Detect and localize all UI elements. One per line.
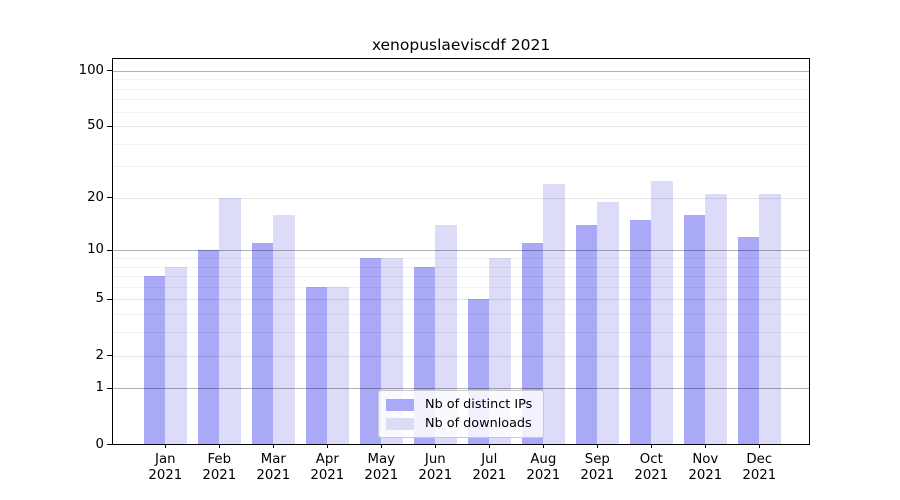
x-axis-tick-label: Aug 2021 bbox=[526, 452, 561, 483]
gridline-minor bbox=[113, 286, 809, 288]
bar-distinct-ips-mar bbox=[251, 243, 274, 445]
legend-label-distinct-ips: Nb of distinct IPs bbox=[425, 397, 533, 412]
gridline-minor bbox=[113, 99, 809, 101]
x-axis-tick bbox=[218, 444, 220, 448]
gridline-minor bbox=[113, 143, 809, 145]
legend-swatch-distinct-ips bbox=[386, 398, 414, 411]
x-axis-tick-label: May 2021 bbox=[364, 452, 399, 483]
legend: Nb of distinct IPs Nb of downloads bbox=[378, 390, 544, 438]
x-axis-tick bbox=[380, 444, 382, 448]
gridline-major bbox=[113, 70, 809, 72]
x-axis-tick-label: Apr 2021 bbox=[310, 452, 345, 483]
gridline-major bbox=[113, 250, 809, 252]
y-axis-tick-label: 50 bbox=[87, 118, 104, 134]
y-axis-tick-label: 10 bbox=[87, 242, 104, 258]
x-axis-tick-label: Nov 2021 bbox=[688, 452, 723, 483]
bar-downloads-apr bbox=[327, 286, 349, 445]
x-axis-tick-label: Jul 2021 bbox=[472, 452, 507, 483]
bar-downloads-aug bbox=[543, 183, 565, 445]
bar-downloads-jun bbox=[435, 225, 457, 445]
bar-downloads-oct bbox=[651, 180, 673, 445]
bar-downloads-dec bbox=[759, 194, 781, 445]
legend-swatch-downloads bbox=[386, 417, 414, 430]
gridline-minor bbox=[113, 257, 809, 259]
gridline-major bbox=[113, 388, 809, 390]
x-axis-tick bbox=[758, 444, 760, 448]
gridline-minor bbox=[113, 111, 809, 113]
bar-downloads-mar bbox=[273, 215, 295, 445]
y-axis-tick bbox=[107, 387, 112, 389]
gridline-minor bbox=[113, 276, 809, 278]
gridline bbox=[113, 126, 809, 128]
y-axis-tick-label: 2 bbox=[95, 347, 104, 363]
x-axis-tick-label: Jan 2021 bbox=[148, 452, 183, 483]
bar-distinct-ips-jan bbox=[143, 276, 166, 445]
y-axis-tick bbox=[107, 249, 112, 251]
x-axis-tick bbox=[272, 444, 274, 448]
legend-item-distinct-ips: Nb of distinct IPs bbox=[386, 397, 536, 412]
x-axis-tick bbox=[488, 444, 490, 448]
y-axis-tick bbox=[107, 125, 112, 127]
gridline bbox=[113, 299, 809, 301]
y-axis-tick-label: 5 bbox=[95, 291, 104, 307]
x-axis-tick bbox=[650, 444, 652, 448]
y-axis-tick-label: 1 bbox=[95, 380, 104, 396]
x-axis-tick bbox=[326, 444, 328, 448]
gridline-minor bbox=[113, 79, 809, 81]
gridline-minor bbox=[113, 88, 809, 90]
y-axis-tick bbox=[107, 444, 112, 445]
bar-downloads-nov bbox=[705, 194, 727, 445]
x-axis-tick-label: Jun 2021 bbox=[418, 452, 453, 483]
legend-label-downloads: Nb of downloads bbox=[425, 416, 532, 431]
gridline bbox=[113, 197, 809, 199]
bar-downloads-sep bbox=[597, 201, 619, 445]
x-axis-tick-label: Oct 2021 bbox=[634, 452, 669, 483]
y-axis-tick bbox=[107, 197, 112, 199]
y-axis-tick bbox=[107, 70, 112, 72]
x-axis-tick-label: Feb 2021 bbox=[202, 452, 237, 483]
bar-distinct-ips-apr bbox=[305, 286, 328, 445]
bar-distinct-ips-sep bbox=[575, 225, 598, 445]
x-axis-tick-label: Mar 2021 bbox=[256, 452, 291, 483]
y-axis-tick bbox=[107, 355, 112, 356]
y-axis-tick-label: 0 bbox=[95, 436, 104, 452]
x-axis-tick-label: Sep 2021 bbox=[580, 452, 615, 483]
x-axis-tick bbox=[596, 444, 598, 448]
x-axis-tick bbox=[164, 444, 166, 448]
bar-distinct-ips-may bbox=[359, 257, 382, 445]
x-axis-tick-label: Dec 2021 bbox=[742, 452, 777, 483]
gridline-minor bbox=[113, 166, 809, 168]
gridline bbox=[113, 355, 809, 357]
bar-distinct-ips-dec bbox=[737, 236, 760, 445]
bar-downloads-feb bbox=[219, 197, 241, 445]
x-axis-tick bbox=[542, 444, 544, 448]
legend-item-downloads: Nb of downloads bbox=[386, 416, 536, 431]
gridline-minor bbox=[113, 266, 809, 268]
y-axis-tick-label: 20 bbox=[87, 189, 104, 205]
y-axis-tick-label: 100 bbox=[78, 62, 104, 78]
x-axis-tick bbox=[434, 444, 436, 448]
gridline-minor bbox=[113, 314, 809, 316]
bar-distinct-ips-feb bbox=[197, 250, 220, 445]
y-axis-tick bbox=[107, 298, 112, 300]
bar-distinct-ips-oct bbox=[629, 219, 652, 445]
bar-downloads-jan bbox=[165, 266, 187, 445]
chart-title: xenopuslaeviscdf 2021 bbox=[371, 36, 551, 54]
bar-distinct-ips-nov bbox=[683, 215, 706, 445]
x-axis-tick bbox=[704, 444, 706, 448]
gridline-minor bbox=[113, 332, 809, 334]
